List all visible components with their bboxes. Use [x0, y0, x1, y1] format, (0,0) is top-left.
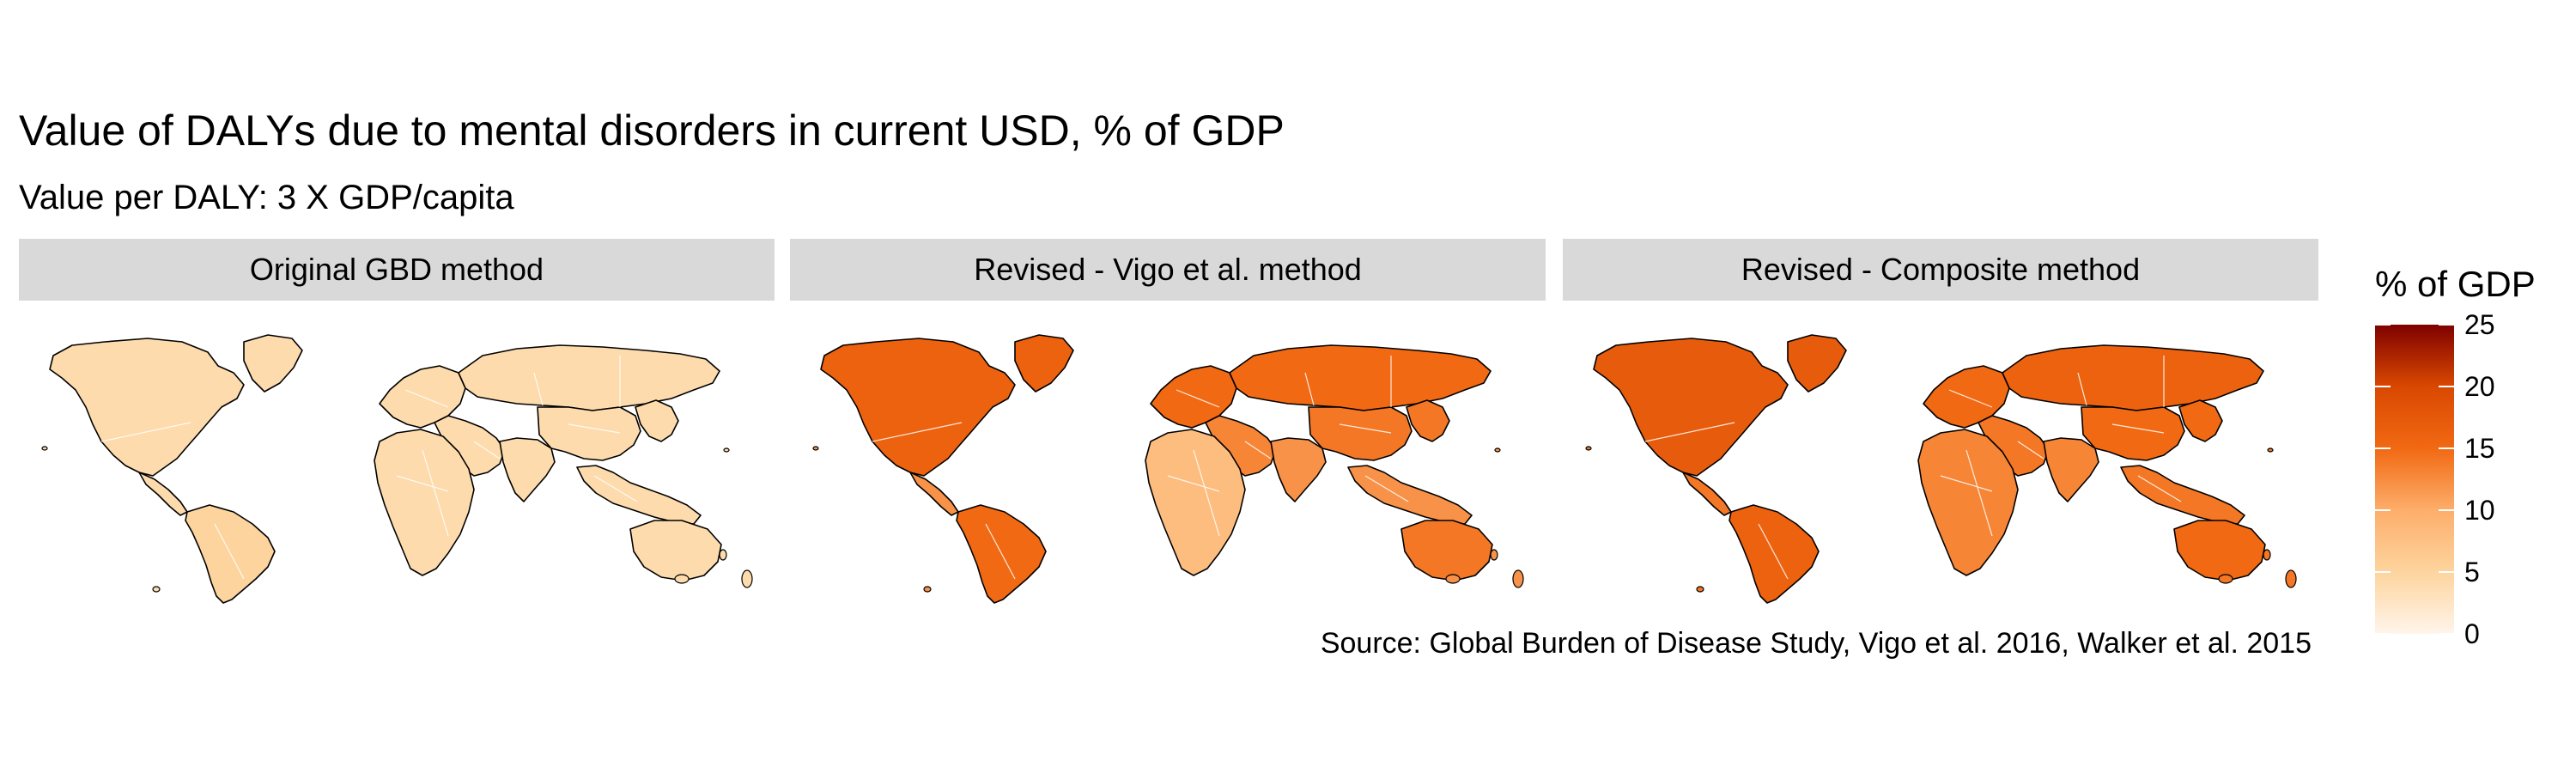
legend-tick-label: 20	[2464, 371, 2495, 402]
legend-tick-label: 15	[2464, 433, 2495, 464]
map-region-australia	[2173, 520, 2266, 581]
map-island	[719, 549, 727, 561]
map-country-border	[593, 475, 638, 502]
map-island	[741, 569, 753, 588]
map-region-africa	[1917, 429, 2019, 576]
map-region-central-america	[909, 472, 959, 516]
map-region-china	[1308, 406, 1413, 461]
map-region-china	[2081, 406, 2185, 461]
map-country-border	[396, 475, 449, 492]
map-region-south-asia	[1270, 437, 1327, 502]
map-island	[1696, 586, 1704, 593]
map-country-border	[568, 423, 621, 434]
legend-title: % of GDP	[2375, 264, 2536, 304]
map-region-central-america	[138, 472, 188, 516]
map-region-greenland	[1014, 334, 1074, 393]
world-map-vigo-method	[812, 334, 1524, 604]
map-country-border	[2077, 372, 2087, 406]
map-country-border	[1167, 475, 1220, 492]
map-country-border	[1339, 423, 1392, 434]
map-country-border	[214, 523, 245, 580]
panel-vigo-method: Revised - Vigo et al. method	[790, 239, 1546, 604]
map-region-east-asia	[635, 399, 679, 442]
map-region-south-asia	[499, 437, 556, 502]
map-country-border	[872, 422, 963, 442]
map-island	[2218, 574, 2233, 584]
map-country-border	[1948, 389, 1993, 408]
map-region-russia	[2002, 344, 2264, 411]
map-island	[674, 574, 690, 584]
map-region-china	[537, 406, 641, 461]
panel-strip-label: Original GBD method	[19, 239, 775, 301]
legend-tick-label: 5	[2464, 557, 2480, 587]
legend-tick-label: 25	[2464, 309, 2495, 340]
map-region-russia	[458, 344, 720, 411]
map-region-central-america	[1682, 472, 1732, 516]
map-country-border	[1364, 475, 1409, 502]
map-region-east-asia	[1406, 399, 1450, 442]
map-region-north-america	[1593, 338, 1789, 477]
map-region-southeast-asia	[1347, 465, 1473, 525]
map-country-border	[2111, 423, 2165, 434]
map-region-russia	[1229, 344, 1492, 411]
map-region-south-asia	[2043, 437, 2099, 502]
map-island	[1445, 574, 1461, 584]
map-country-border	[1758, 523, 1789, 580]
legend-gradient	[2375, 325, 2454, 634]
map-country-border	[1304, 372, 1315, 406]
map-country-border	[404, 389, 449, 408]
map-island	[152, 586, 161, 593]
map-country-border	[1244, 441, 1272, 460]
legend-tick-label: 0	[2464, 618, 2480, 649]
map-region-southeast-asia	[576, 465, 702, 525]
map-country-border	[422, 449, 449, 537]
map-island	[923, 586, 932, 593]
map-country-border	[2137, 475, 2182, 502]
legend-colorbar	[2375, 325, 2454, 634]
map-island	[1490, 549, 1498, 561]
map-island	[1494, 447, 1501, 453]
map-island	[1512, 569, 1524, 588]
map-island	[1585, 446, 1592, 451]
map-country-border	[100, 422, 191, 442]
figure-title: Value of DALYs due to mental disorders i…	[19, 107, 1285, 155]
map-island	[2263, 549, 2271, 561]
map-island	[2285, 569, 2297, 588]
map-country-border	[1965, 449, 1993, 537]
panel-strip-label: Revised - Vigo et al. method	[790, 239, 1546, 301]
map-region-australia	[629, 520, 722, 581]
map-region-greenland	[243, 334, 303, 393]
map-country-border	[985, 523, 1016, 580]
map-country-border	[2017, 441, 2044, 460]
map-region-africa	[374, 429, 475, 576]
map-country-border	[1193, 449, 1220, 537]
map-country-border	[1176, 389, 1220, 408]
panel-original-gbd: Original GBD method	[19, 239, 775, 604]
map-region-australia	[1400, 520, 1493, 581]
map-country-border	[1940, 475, 1993, 492]
map-region-southeast-asia	[2120, 465, 2245, 525]
map-region-greenland	[1787, 334, 1847, 393]
source-caption: Source: Global Burden of Disease Study, …	[1320, 627, 2312, 660]
map-region-east-asia	[2178, 399, 2223, 442]
map-island	[723, 447, 730, 453]
legend-tick-label: 10	[2464, 495, 2495, 526]
map-island	[812, 446, 819, 451]
map-island	[41, 446, 48, 451]
map-region-north-america	[820, 338, 1016, 477]
world-map-composite-method	[1585, 334, 2297, 604]
world-map-original-gbd	[41, 334, 753, 604]
map-country-border	[1644, 422, 1735, 442]
map-region-africa	[1145, 429, 1246, 576]
figure-subtitle: Value per DALY: 3 X GDP/capita	[19, 179, 514, 216]
map-island	[2267, 447, 2274, 453]
map-region-north-america	[49, 338, 245, 477]
panel-composite-method: Revised - Composite method	[1563, 239, 2318, 604]
panel-strip-label: Revised - Composite method	[1563, 239, 2318, 301]
map-country-border	[473, 441, 501, 460]
map-country-border	[533, 372, 544, 406]
